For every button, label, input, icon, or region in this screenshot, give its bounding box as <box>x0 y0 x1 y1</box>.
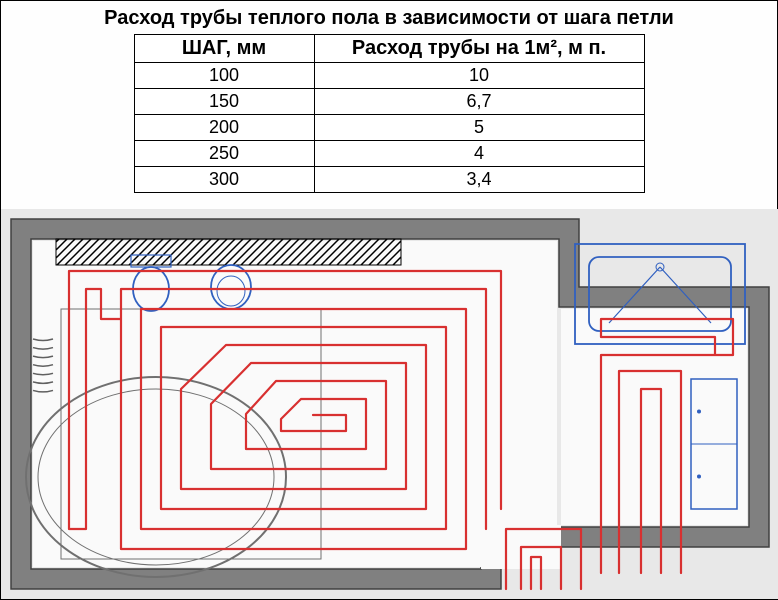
hatched-no-heat-zone <box>56 239 401 265</box>
floorplan-diagram <box>1 209 778 599</box>
table-row: 1506,7 <box>134 89 644 115</box>
col-header-step: ШАГ, мм <box>134 35 314 63</box>
pipe-consumption-table: ШАГ, мм Расход трубы на 1м², м п. 100101… <box>134 34 645 193</box>
table-cell: 3,4 <box>314 167 644 193</box>
table-row: 10010 <box>134 63 644 89</box>
floor-alcove <box>561 309 747 525</box>
table-cell: 200 <box>134 115 314 141</box>
table-cell: 150 <box>134 89 314 115</box>
table-row: 2504 <box>134 141 644 167</box>
table-cell: 10 <box>314 63 644 89</box>
col-header-consumption: Расход трубы на 1м², м п. <box>314 35 644 63</box>
table-cell: 5 <box>314 115 644 141</box>
table-cell: 300 <box>134 167 314 193</box>
table-cell: 250 <box>134 141 314 167</box>
table-cell: 6,7 <box>314 89 644 115</box>
table-row: 2005 <box>134 115 644 141</box>
table-row: 3003,4 <box>134 167 644 193</box>
cabinet-handle <box>697 475 701 479</box>
table-cell: 4 <box>314 141 644 167</box>
page-title: Расход трубы теплого пола в зависимости … <box>1 1 777 34</box>
cabinet-handle <box>697 410 701 414</box>
table-header-row: ШАГ, мм Расход трубы на 1м², м п. <box>134 35 644 63</box>
table-cell: 100 <box>134 63 314 89</box>
